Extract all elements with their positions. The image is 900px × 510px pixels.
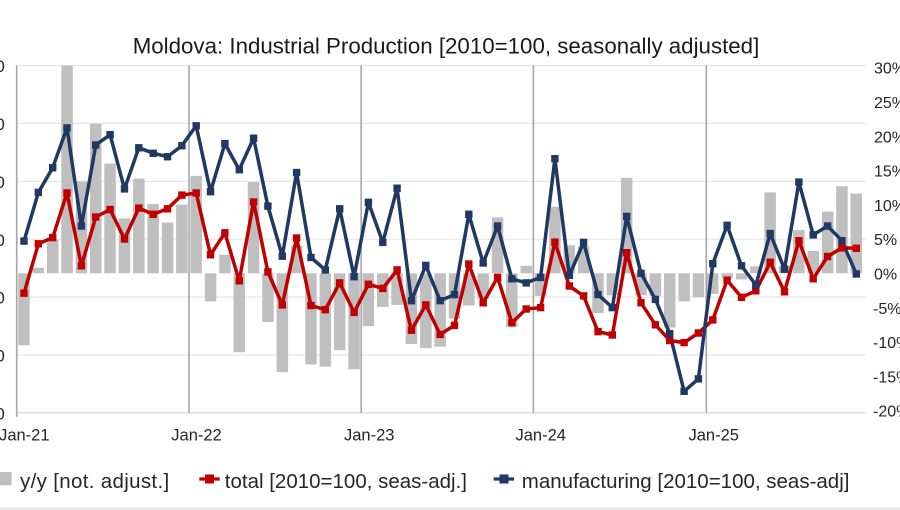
svg-text:Jan-24: Jan-24 bbox=[515, 427, 565, 445]
svg-text:Jan-21: Jan-21 bbox=[0, 427, 50, 445]
svg-text:Jan-23: Jan-23 bbox=[344, 427, 394, 445]
svg-text:0: 0 bbox=[0, 173, 5, 192]
svg-text:0: 0 bbox=[0, 231, 5, 250]
svg-text:15%: 15% bbox=[874, 164, 900, 181]
svg-text:manufacturing [2010=100, seas-: manufacturing [2010=100, seas-adj] bbox=[522, 470, 850, 493]
svg-text:0%: 0% bbox=[874, 267, 897, 284]
svg-text:-10%: -10% bbox=[873, 335, 900, 352]
svg-text:25%: 25% bbox=[874, 95, 900, 112]
svg-text:0: 0 bbox=[0, 289, 5, 308]
svg-text:0: 0 bbox=[0, 347, 5, 366]
svg-text:-5%: -5% bbox=[873, 301, 900, 318]
svg-text:10%: 10% bbox=[874, 198, 900, 215]
svg-text:total [2010=100, seas-adj.]: total [2010=100, seas-adj.] bbox=[225, 470, 467, 493]
svg-text:5%: 5% bbox=[874, 232, 897, 249]
svg-text:y/y [not. adjust.]: y/y [not. adjust.] bbox=[20, 470, 170, 493]
svg-text:0: 0 bbox=[0, 405, 5, 424]
svg-text:Jan-25: Jan-25 bbox=[688, 427, 738, 445]
svg-text:20%: 20% bbox=[874, 129, 900, 146]
svg-text:Moldova: Industrial Production: Moldova: Industrial Production [2010=100… bbox=[133, 34, 760, 59]
svg-text:30%: 30% bbox=[874, 61, 900, 78]
svg-text:0: 0 bbox=[0, 57, 5, 76]
svg-text:Jan-22: Jan-22 bbox=[171, 427, 221, 445]
svg-text:0: 0 bbox=[0, 115, 5, 134]
svg-text:-15%: -15% bbox=[873, 369, 900, 386]
svg-text:-20%: -20% bbox=[873, 404, 900, 421]
